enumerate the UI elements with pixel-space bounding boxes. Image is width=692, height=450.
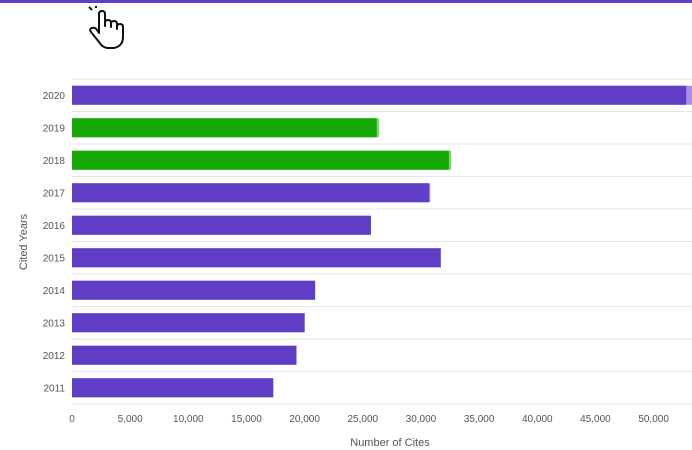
top-accent-rule bbox=[0, 0, 692, 3]
bar-2018[interactable] bbox=[72, 150, 449, 170]
x-tick-label: 30,000 bbox=[406, 414, 437, 425]
bar-2020[interactable] bbox=[72, 85, 687, 105]
bar-2015[interactable] bbox=[72, 248, 441, 268]
bar-2012[interactable] bbox=[72, 345, 297, 365]
y-tick-labels: 2020 2019 2018 2017 2016 2015 2014 2013 2012 2011 bbox=[43, 91, 66, 395]
x-tick-label: 20,000 bbox=[289, 414, 320, 425]
x-axis-title: Number of Cites bbox=[350, 437, 430, 449]
y-tick-label: 2012 bbox=[43, 351, 66, 362]
y-tick-label: 2015 bbox=[43, 253, 66, 264]
x-tick-label: 5,000 bbox=[118, 414, 143, 425]
y-tick-label: 2013 bbox=[43, 318, 66, 329]
bar-2011[interactable] bbox=[72, 378, 274, 398]
y-tick-label: 2020 bbox=[43, 91, 66, 102]
x-tick-label: 45,000 bbox=[580, 414, 611, 425]
y-tick-label: 2011 bbox=[43, 383, 65, 394]
x-tick-label: 0 bbox=[69, 414, 75, 425]
bar-2019[interactable] bbox=[72, 118, 377, 138]
x-tick-label: 50,000 bbox=[638, 414, 669, 425]
hand-pointer-icon bbox=[86, 5, 132, 52]
y-tick-label: 2017 bbox=[43, 188, 66, 199]
y-tick-label: 2016 bbox=[43, 221, 66, 232]
x-tick-label: 40,000 bbox=[522, 414, 553, 425]
x-tick-label: 15,000 bbox=[231, 414, 262, 425]
bar-2017[interactable] bbox=[72, 183, 430, 203]
bar-2014[interactable] bbox=[72, 280, 316, 300]
y-tick-label: 2019 bbox=[43, 123, 66, 134]
bars bbox=[72, 85, 692, 398]
x-tick-label: 10,000 bbox=[173, 414, 204, 425]
gridlines bbox=[72, 78, 692, 405]
x-tick-label: 35,000 bbox=[464, 414, 495, 425]
bar-2016[interactable] bbox=[72, 215, 371, 235]
x-tick-label: 25,000 bbox=[348, 414, 379, 425]
x-tick-labels: 0 5,000 10,000 15,000 20,000 25,000 30,000 35,0… bbox=[69, 414, 669, 425]
y-axis-title: Cited Years bbox=[18, 213, 30, 270]
bar-2013[interactable] bbox=[72, 313, 305, 333]
y-tick-label: 2014 bbox=[43, 286, 66, 297]
y-tick-label: 2018 bbox=[43, 156, 66, 167]
